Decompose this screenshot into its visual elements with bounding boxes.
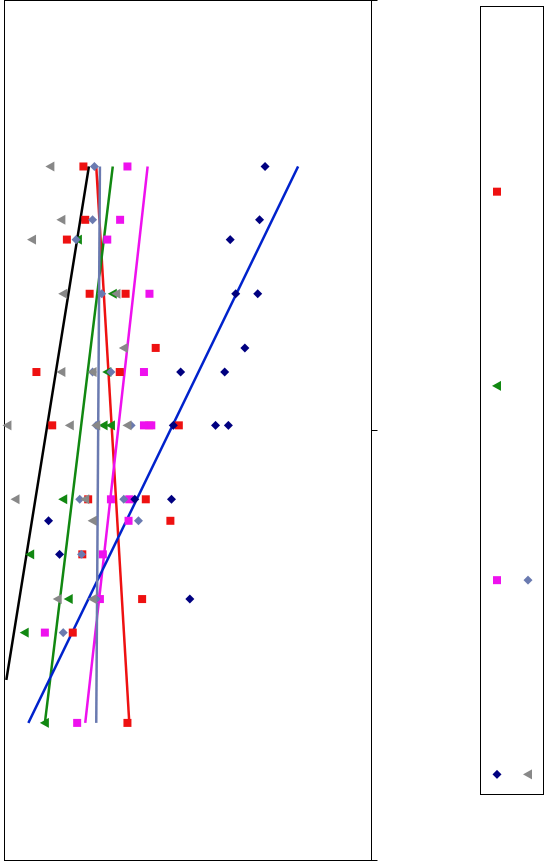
data-point-series-1	[151, 343, 160, 352]
data-point-series-3	[106, 495, 115, 504]
data-point-series-1	[62, 235, 71, 244]
data-point-series-6	[45, 161, 55, 172]
legend-marker-3-2	[523, 575, 533, 585]
legend-marker-1-1	[493, 187, 501, 196]
data-point-series-1	[115, 368, 124, 377]
data-point-series-1	[81, 215, 90, 224]
data-point-series-2	[39, 717, 49, 728]
data-point-series-6	[56, 367, 66, 378]
data-point-series-5	[97, 289, 107, 299]
data-point-series-5	[133, 516, 143, 526]
data-point-series-6	[80, 494, 90, 505]
data-points	[2, 161, 270, 728]
data-point-series-2	[105, 420, 115, 431]
data-point-series-5	[71, 235, 81, 245]
data-point-series-1	[68, 628, 77, 637]
data-point-series-2	[98, 420, 108, 431]
data-point-series-6	[58, 288, 68, 299]
data-point-series-1	[166, 516, 175, 525]
data-point-series-6	[64, 420, 74, 431]
trendline-2	[43, 166, 115, 724]
data-point-series-1	[141, 495, 150, 504]
data-point-series-1	[48, 421, 57, 430]
data-point-series-3	[125, 495, 134, 504]
data-point-series-3	[139, 368, 148, 377]
right-axis	[371, 0, 378, 861]
data-point-series-3	[145, 289, 154, 298]
data-point-series-4	[211, 420, 221, 430]
data-point-series-6	[122, 420, 132, 431]
data-point-series-6	[27, 234, 37, 245]
data-point-series-4	[44, 516, 54, 526]
data-point-series-3	[139, 421, 148, 430]
data-point-series-6	[91, 420, 101, 431]
legend-marker-2-1	[492, 380, 501, 391]
data-point-series-6	[10, 494, 20, 505]
legend	[492, 187, 533, 780]
data-point-series-4	[168, 420, 178, 430]
data-point-series-5	[106, 367, 116, 377]
data-point-series-6	[52, 594, 62, 605]
data-point-series-4	[223, 420, 233, 430]
data-point-series-1	[174, 421, 183, 430]
data-point-series-4	[185, 594, 195, 604]
legend-marker-4-1	[492, 769, 502, 779]
data-point-series-2	[63, 594, 73, 605]
data-point-series-1	[32, 368, 41, 377]
data-point-series-2	[19, 627, 29, 638]
data-point-series-3	[116, 215, 125, 224]
data-point-series-4	[260, 161, 270, 171]
data-point-series-2	[58, 494, 68, 505]
data-point-series-6	[56, 214, 66, 225]
data-point-series-4	[130, 494, 140, 504]
data-point-series-5	[75, 494, 85, 504]
data-point-series-6	[118, 342, 128, 353]
data-point-series-3	[147, 421, 156, 430]
data-point-series-3	[40, 628, 49, 637]
data-point-series-3	[98, 550, 107, 559]
data-point-series-1	[121, 289, 130, 298]
data-point-series-1	[123, 718, 132, 727]
data-point-series-4	[255, 215, 265, 225]
data-point-series-4	[176, 367, 186, 377]
trendline-5	[95, 166, 102, 723]
data-point-series-1	[85, 289, 94, 298]
data-point-series-5	[58, 628, 68, 638]
legend-box	[480, 6, 544, 795]
data-point-series-5	[77, 549, 87, 559]
data-point-series-3	[73, 718, 82, 727]
legend-marker-4-2	[523, 769, 532, 780]
trendline-6	[5, 166, 91, 681]
data-point-series-4	[225, 235, 235, 245]
trendlines	[5, 165, 300, 724]
data-point-series-3	[124, 516, 133, 525]
plot-area	[4, 0, 372, 861]
data-point-series-1	[79, 162, 88, 171]
data-point-series-4	[166, 494, 176, 504]
data-point-series-5	[89, 161, 99, 171]
legend-marker-3-1	[493, 576, 501, 585]
data-point-series-3	[103, 235, 112, 244]
data-point-series-1	[138, 595, 147, 604]
data-point-series-6	[2, 420, 12, 431]
data-point-series-4	[55, 549, 65, 559]
data-point-series-6	[87, 515, 97, 526]
data-point-series-6	[111, 288, 121, 299]
data-point-series-3	[123, 162, 132, 171]
data-point-series-5	[88, 215, 98, 225]
data-point-series-4	[253, 289, 263, 299]
data-point-series-4	[231, 289, 241, 299]
data-point-series-6	[87, 594, 97, 605]
data-point-series-4	[220, 367, 230, 377]
data-point-series-6	[87, 367, 97, 378]
data-point-series-4	[240, 343, 250, 353]
data-point-series-5	[119, 494, 129, 504]
data-point-series-2	[25, 549, 35, 560]
